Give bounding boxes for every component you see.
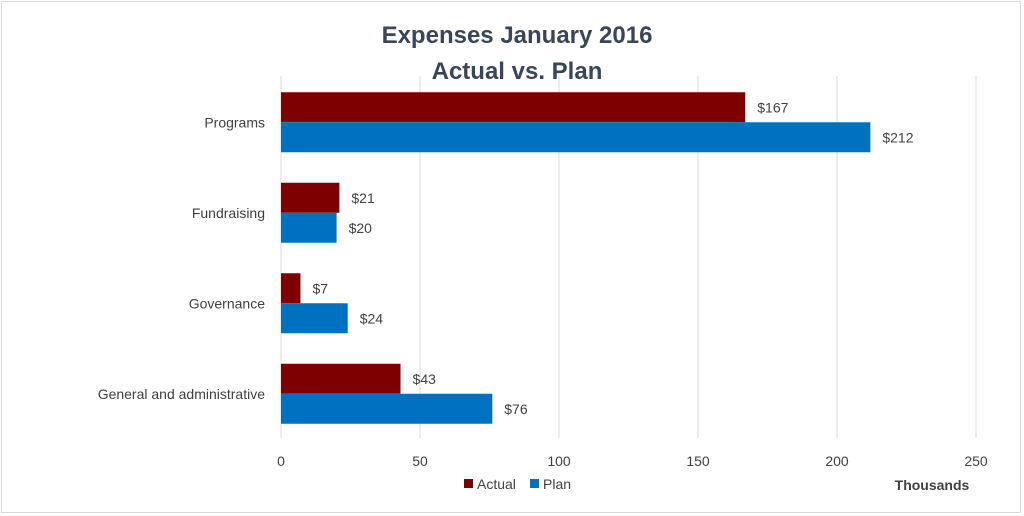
data-label-actual: $43: [413, 371, 437, 387]
x-axis-title: Thousands: [895, 477, 970, 493]
x-tick-label-150: 150: [686, 453, 710, 469]
category-label: Fundraising: [192, 205, 265, 221]
bar-plan: [281, 212, 337, 243]
data-label-actual: $21: [351, 190, 375, 206]
x-tick-label-100: 100: [547, 453, 571, 469]
data-label-plan: $20: [349, 220, 373, 236]
data-label-actual: $7: [312, 280, 328, 296]
legend-label-plan: Plan: [543, 476, 571, 492]
bar-actual: [281, 92, 746, 123]
data-label-actual: $167: [757, 99, 788, 115]
legend-swatch-plan: [530, 479, 539, 488]
chart-title-line-1: Expenses January 2016: [382, 22, 653, 49]
x-tick-label-250: 250: [964, 453, 988, 469]
legend: Actual Plan: [464, 476, 571, 492]
bar-plan: [281, 393, 493, 424]
legend-swatch-actual: [464, 479, 473, 488]
bar-actual: [281, 182, 340, 213]
chart-title-line-2: Actual vs. Plan: [432, 58, 603, 85]
x-tick-label-50: 50: [412, 453, 428, 469]
data-label-plan: $24: [360, 310, 384, 326]
legend-label-actual: Actual: [477, 476, 516, 492]
bars: [281, 92, 871, 424]
bar-plan: [281, 303, 348, 334]
bar-actual: [281, 363, 401, 394]
category-label: Governance: [189, 295, 265, 311]
bar-actual: [281, 273, 301, 304]
x-tick-label-200: 200: [825, 453, 849, 469]
x-tick-label-0: 0: [277, 453, 285, 469]
data-label-plan: $76: [504, 401, 528, 417]
category-label: Programs: [204, 114, 265, 130]
category-label: General and administrative: [98, 386, 266, 402]
bar-plan: [281, 122, 871, 153]
data-label-plan: $212: [882, 129, 913, 145]
labels: 0 50 100 150 200 250 Programs $167 $212 Fundraisi…: [98, 99, 988, 469]
